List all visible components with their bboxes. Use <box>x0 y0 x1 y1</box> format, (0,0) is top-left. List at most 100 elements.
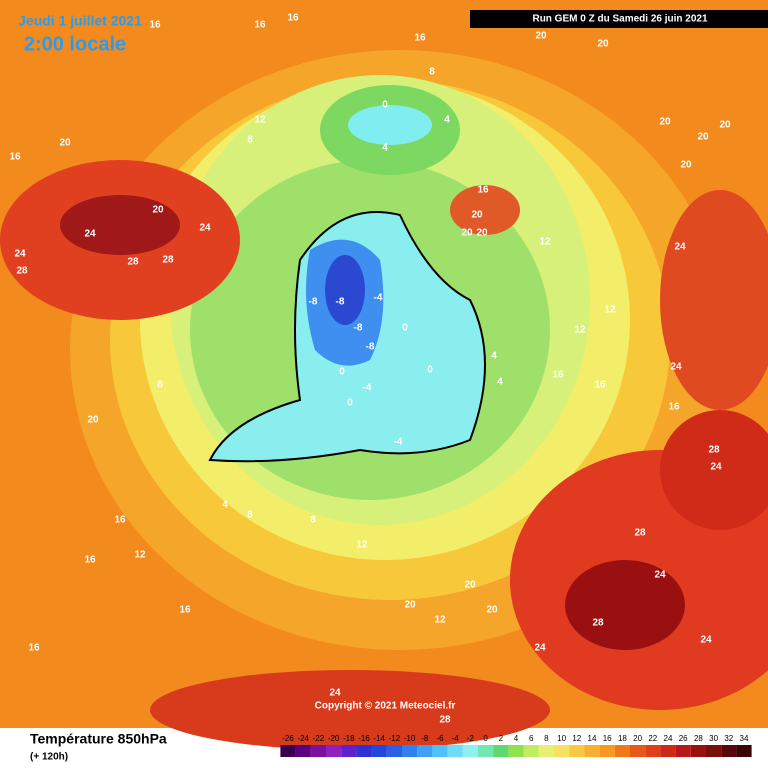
contour-label: 0 <box>382 100 388 111</box>
legend-swatch <box>280 745 296 757</box>
temp-zone <box>325 255 365 325</box>
time-text: 2:00 locale <box>24 33 126 55</box>
contour-label: 0 <box>347 398 353 409</box>
legend-swatch <box>356 745 372 757</box>
contour-label: 12 <box>574 325 586 336</box>
contour-label: 8 <box>247 510 253 521</box>
contour-label: 28 <box>162 255 174 266</box>
legend-swatch <box>341 745 357 757</box>
contour-label: 28 <box>127 257 139 268</box>
temp-zone <box>348 105 432 145</box>
legend-label: 0 <box>483 734 488 743</box>
contour-label: 28 <box>592 618 604 629</box>
contour-label: 24 <box>670 362 682 373</box>
legend-label: -18 <box>343 734 355 743</box>
legend-label: 4 <box>514 734 519 743</box>
contour-label: 4 <box>497 377 503 388</box>
legend-swatch <box>645 745 661 757</box>
contour-label: 24 <box>14 249 26 260</box>
legend-label: 14 <box>588 734 597 743</box>
legend-swatch <box>599 745 615 757</box>
legend-swatch <box>478 745 494 757</box>
legend-swatch <box>371 745 387 757</box>
contour-label: 20 <box>152 205 164 216</box>
contour-label: 20 <box>461 228 473 239</box>
contour-label: 24 <box>700 635 712 646</box>
contour-label: 16 <box>477 185 489 196</box>
legend-label: 34 <box>740 734 749 743</box>
contour-label: 20 <box>476 228 488 239</box>
legend-swatch <box>660 745 676 757</box>
contour-label: -4 <box>394 437 403 448</box>
legend-swatch <box>310 745 326 757</box>
legend-swatch <box>554 745 570 757</box>
contour-label: 12 <box>254 115 266 126</box>
contour-label: 24 <box>534 643 546 654</box>
contour-label: 20 <box>471 210 483 221</box>
contour-label: 16 <box>594 380 606 391</box>
legend-swatch <box>417 745 433 757</box>
legend-label: 16 <box>603 734 612 743</box>
legend-swatch <box>386 745 402 757</box>
contour-label: 16 <box>84 555 96 566</box>
legend-label: -6 <box>436 734 444 743</box>
contour-label: 0 <box>402 323 408 334</box>
contour-label: -4 <box>374 293 383 304</box>
legend-swatch <box>675 745 691 757</box>
temp-zone <box>660 410 768 530</box>
legend-label: 32 <box>724 734 733 743</box>
legend-label: 2 <box>499 734 504 743</box>
contour-label: -8 <box>366 342 375 353</box>
legend-swatch <box>569 745 585 757</box>
legend-label: -4 <box>452 734 460 743</box>
contour-label: 12 <box>134 550 146 561</box>
legend-label: 8 <box>544 734 549 743</box>
legend-label: 28 <box>694 734 703 743</box>
legend-swatch <box>736 745 752 757</box>
legend-swatch <box>721 745 737 757</box>
contour-label: 8 <box>157 380 163 391</box>
contour-label: 20 <box>464 580 476 591</box>
contour-label: 12 <box>539 237 551 248</box>
legend-swatch <box>706 745 722 757</box>
contour-label: 20 <box>535 31 547 42</box>
contour-label: 12 <box>356 540 368 551</box>
temp-zone <box>60 195 180 255</box>
contour-label: 24 <box>710 462 722 473</box>
contour-label: 16 <box>179 605 191 616</box>
temp-zone <box>660 190 768 410</box>
contour-label: 20 <box>719 120 731 131</box>
legend-label: -2 <box>467 734 475 743</box>
legend-swatch <box>508 745 524 757</box>
legend-label: 20 <box>633 734 642 743</box>
legend-label: 26 <box>679 734 688 743</box>
copyright: Copyright © 2021 Meteociel.fr <box>315 701 456 712</box>
legend-label: -12 <box>389 734 401 743</box>
legend-label: -24 <box>297 734 309 743</box>
contour-label: 8 <box>429 67 435 78</box>
contour-label: 28 <box>708 445 720 456</box>
temp-zone <box>565 560 685 650</box>
contour-label: 20 <box>59 138 71 149</box>
legend-swatch <box>462 745 478 757</box>
contour-label: 4 <box>382 143 388 154</box>
contour-label: 20 <box>87 415 99 426</box>
contour-label: 8 <box>310 515 316 526</box>
legend-label: -26 <box>282 734 294 743</box>
legend-label: -14 <box>373 734 385 743</box>
contour-label: 20 <box>486 605 498 616</box>
legend-swatch <box>538 745 554 757</box>
contour-label: 16 <box>552 370 564 381</box>
temp-zone <box>150 670 550 750</box>
contour-label: 20 <box>680 160 692 171</box>
contour-label: 0 <box>427 365 433 376</box>
contour-label: 16 <box>9 152 21 163</box>
date-text: Jeudi 1 juillet 2021 <box>18 13 142 29</box>
contour-label: 16 <box>287 13 299 24</box>
contour-label: 0 <box>339 367 345 378</box>
legend-label: 12 <box>572 734 581 743</box>
contour-label: 4 <box>222 500 228 511</box>
contour-label: 24 <box>84 229 96 240</box>
